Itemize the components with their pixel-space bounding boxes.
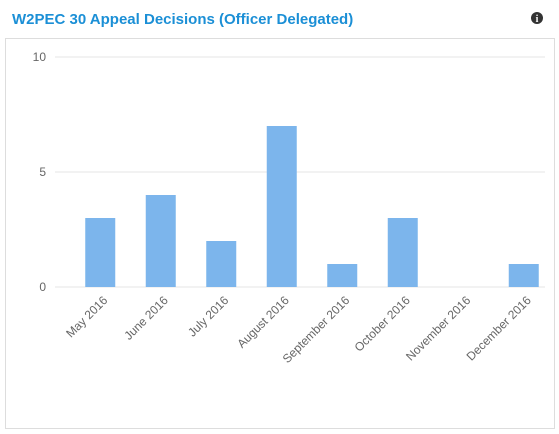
title-bar [0, 0, 559, 38]
x-tick-label: May 2016 [63, 293, 110, 340]
bar [206, 241, 237, 287]
bar [327, 264, 358, 287]
y-tick-label: 10 [33, 50, 47, 64]
x-tick-label: June 2016 [121, 293, 171, 343]
x-tick-label: December 2016 [464, 293, 535, 364]
x-tick-label: August 2016 [234, 293, 292, 351]
bar [387, 218, 418, 287]
x-tick-label: July 2016 [185, 293, 231, 339]
bar [85, 218, 116, 287]
y-tick-label: 5 [39, 165, 46, 179]
x-tick-label: October 2016 [352, 293, 414, 355]
bar [508, 264, 539, 287]
y-tick-label: 0 [39, 280, 46, 294]
bar [266, 126, 297, 287]
bar [145, 195, 176, 287]
info-icon[interactable]: i [531, 12, 543, 25]
svg-text:i: i [536, 14, 539, 25]
widget-title: W2PEC 30 Appeal Decisions (Officer Deleg… [12, 11, 353, 28]
